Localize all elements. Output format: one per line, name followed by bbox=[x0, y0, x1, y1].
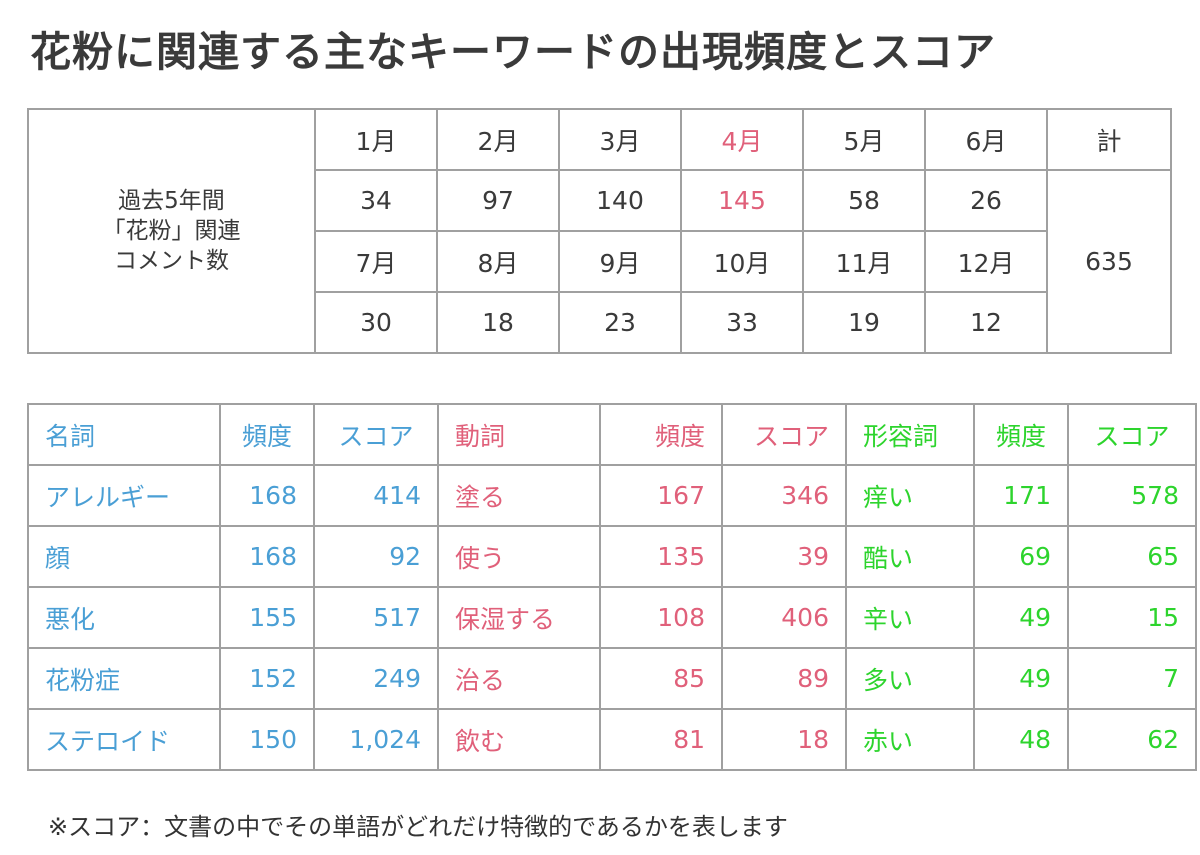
table-row: 悪化 155 517 保湿する 108 406 辛い 49 15 bbox=[27, 586, 1197, 649]
month-count: 23 bbox=[558, 291, 682, 354]
adj-score-cell: 7 bbox=[1067, 647, 1197, 710]
verb-cell: 塗る bbox=[437, 464, 601, 527]
page-title: 花粉に関連する主なキーワードの出現頻度とスコア bbox=[30, 28, 996, 76]
noun-score-header: スコア bbox=[313, 403, 439, 466]
noun-freq-cell: 152 bbox=[219, 647, 315, 710]
noun-cell: 顔 bbox=[27, 525, 221, 588]
month-count: 26 bbox=[924, 169, 1048, 232]
adj-score-cell: 578 bbox=[1067, 464, 1197, 527]
month-count: 12 bbox=[924, 291, 1048, 354]
adj-score-cell: 62 bbox=[1067, 708, 1197, 771]
month-header: 3月 bbox=[558, 108, 682, 171]
keyword-table: 名詞 頻度 スコア 動詞 頻度 スコア 形容詞 頻度 スコア アレルギー 168… bbox=[27, 403, 1197, 771]
month-header: 5月 bbox=[802, 108, 926, 171]
verb-header: 動詞 bbox=[437, 403, 601, 466]
adj-score-header: スコア bbox=[1067, 403, 1197, 466]
month-header: 6月 bbox=[924, 108, 1048, 171]
adj-freq-cell: 69 bbox=[973, 525, 1069, 588]
verb-score-cell: 89 bbox=[721, 647, 847, 710]
verb-cell: 使う bbox=[437, 525, 601, 588]
verb-score-header: スコア bbox=[721, 403, 847, 466]
month-header: 12月 bbox=[924, 230, 1048, 293]
verb-score-cell: 18 bbox=[721, 708, 847, 771]
adj-score-cell: 15 bbox=[1067, 586, 1197, 649]
adj-cell: 辛い bbox=[845, 586, 975, 649]
month-count: 33 bbox=[680, 291, 804, 354]
adj-header: 形容詞 bbox=[845, 403, 975, 466]
verb-freq-cell: 108 bbox=[599, 586, 723, 649]
noun-freq-header: 頻度 bbox=[219, 403, 315, 466]
table-row: 顔 168 92 使う 135 39 酷い 69 65 bbox=[27, 525, 1197, 588]
adj-cell: 痒い bbox=[845, 464, 975, 527]
month-count: 19 bbox=[802, 291, 926, 354]
noun-cell: 悪化 bbox=[27, 586, 221, 649]
monthly-comment-table: 過去5年間 「花粉」関連 コメント数 1月 2月 3月 4月 5月 6月 計 3… bbox=[27, 108, 1172, 354]
header-row: 名詞 頻度 スコア 動詞 頻度 スコア 形容詞 頻度 スコア bbox=[27, 403, 1197, 466]
noun-score-cell: 1,024 bbox=[313, 708, 439, 771]
month-header: 1月 bbox=[314, 108, 438, 171]
noun-freq-cell: 155 bbox=[219, 586, 315, 649]
table-row: 30 18 23 33 19 12 bbox=[28, 291, 1171, 354]
table-row: ステロイド 150 1,024 飲む 81 18 赤い 48 62 bbox=[27, 708, 1197, 771]
noun-freq-cell: 150 bbox=[219, 708, 315, 771]
verb-score-cell: 406 bbox=[721, 586, 847, 649]
noun-score-cell: 414 bbox=[313, 464, 439, 527]
label-line: 「花粉」関連 bbox=[102, 218, 241, 244]
table-row: 34 97 140 145 58 26 635 bbox=[28, 169, 1172, 354]
adj-freq-header: 頻度 bbox=[973, 403, 1069, 466]
noun-cell: ステロイド bbox=[27, 708, 221, 771]
noun-header: 名詞 bbox=[27, 403, 221, 466]
noun-freq-cell: 168 bbox=[219, 464, 315, 527]
month-count-highlighted: 145 bbox=[680, 169, 804, 232]
adj-cell: 多い bbox=[845, 647, 975, 710]
noun-score-cell: 517 bbox=[313, 586, 439, 649]
table-row: 7月 8月 9月 10月 11月 12月 bbox=[28, 230, 1171, 293]
verb-freq-cell: 85 bbox=[599, 647, 723, 710]
verb-cell: 治る bbox=[437, 647, 601, 710]
verb-freq-cell: 135 bbox=[599, 525, 723, 588]
score-footnote: ※スコア：文書の中でその単語がどれだけ特徴的であるかを表します bbox=[48, 813, 788, 841]
verb-freq-cell: 81 bbox=[599, 708, 723, 771]
total-value: 635 bbox=[1046, 169, 1172, 354]
month-count: 97 bbox=[436, 169, 560, 232]
noun-score-cell: 92 bbox=[313, 525, 439, 588]
month-count: 58 bbox=[802, 169, 926, 232]
month-count: 30 bbox=[314, 291, 438, 354]
month-count: 34 bbox=[314, 169, 438, 232]
month-header: 2月 bbox=[436, 108, 560, 171]
row-label: 過去5年間 「花粉」関連 コメント数 bbox=[27, 108, 316, 354]
label-line: コメント数 bbox=[114, 248, 229, 274]
month-header: 9月 bbox=[558, 230, 682, 293]
month-count: 140 bbox=[558, 169, 682, 232]
noun-score-cell: 249 bbox=[313, 647, 439, 710]
adj-freq-cell: 49 bbox=[973, 586, 1069, 649]
table-row: アレルギー 168 414 塗る 167 346 痒い 171 578 bbox=[27, 464, 1197, 527]
adj-cell: 赤い bbox=[845, 708, 975, 771]
total-header: 計 bbox=[1046, 108, 1172, 171]
month-header: 8月 bbox=[436, 230, 560, 293]
verb-freq-cell: 167 bbox=[599, 464, 723, 527]
adj-score-cell: 65 bbox=[1067, 525, 1197, 588]
month-header: 11月 bbox=[802, 230, 926, 293]
verb-score-cell: 346 bbox=[721, 464, 847, 527]
table-row: 花粉症 152 249 治る 85 89 多い 49 7 bbox=[27, 647, 1197, 710]
verb-cell: 飲む bbox=[437, 708, 601, 771]
month-header-highlighted: 4月 bbox=[680, 108, 804, 171]
month-header: 7月 bbox=[314, 230, 438, 293]
noun-freq-cell: 168 bbox=[219, 525, 315, 588]
adj-freq-cell: 171 bbox=[973, 464, 1069, 527]
label-line: 過去5年間 bbox=[118, 188, 225, 214]
adj-cell: 酷い bbox=[845, 525, 975, 588]
noun-cell: アレルギー bbox=[27, 464, 221, 527]
verb-cell: 保湿する bbox=[437, 586, 601, 649]
month-header: 10月 bbox=[680, 230, 804, 293]
verb-freq-header: 頻度 bbox=[599, 403, 723, 466]
month-count: 18 bbox=[436, 291, 560, 354]
table-row: 過去5年間 「花粉」関連 コメント数 1月 2月 3月 4月 5月 6月 計 bbox=[27, 108, 1172, 354]
adj-freq-cell: 48 bbox=[973, 708, 1069, 771]
noun-cell: 花粉症 bbox=[27, 647, 221, 710]
adj-freq-cell: 49 bbox=[973, 647, 1069, 710]
verb-score-cell: 39 bbox=[721, 525, 847, 588]
